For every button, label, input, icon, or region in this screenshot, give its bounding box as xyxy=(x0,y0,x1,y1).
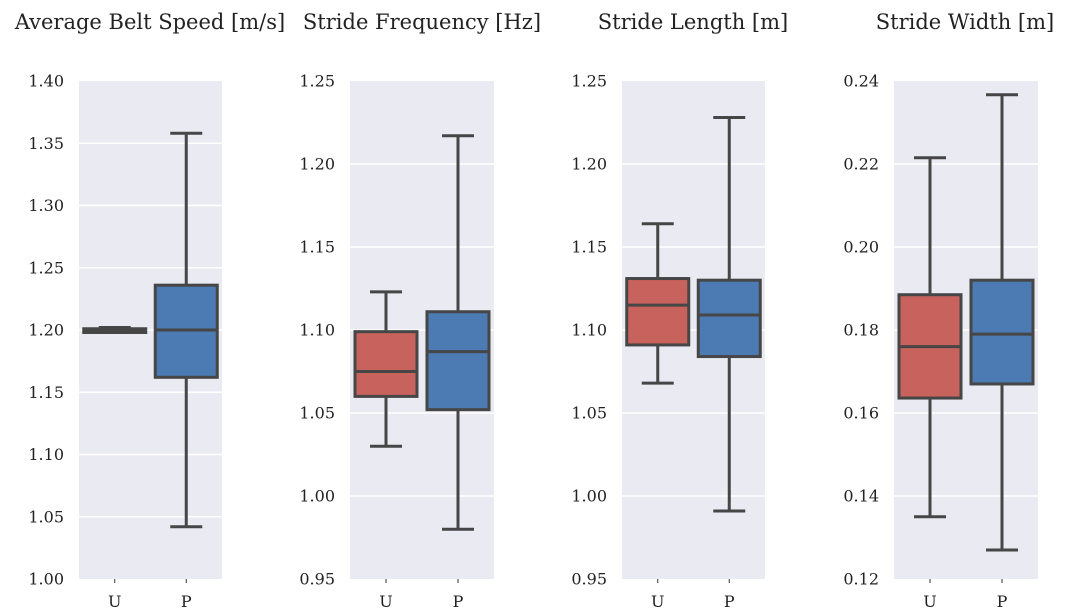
y-tick-label: 0.12 xyxy=(843,570,879,589)
y-tick-label: 0.20 xyxy=(843,238,879,257)
box-p xyxy=(969,278,1035,386)
panel-title: Stride Width [m] xyxy=(876,10,1054,34)
panel-title: Stride Length [m] xyxy=(598,10,788,34)
y-tick-label: 1.00 xyxy=(28,570,64,589)
y-tick-label: 1.25 xyxy=(571,72,607,91)
x-tick-label: U xyxy=(923,592,936,611)
y-tick-label: 0.24 xyxy=(843,72,879,91)
y-tick-label: 1.00 xyxy=(299,487,335,506)
y-tick-label: 1.10 xyxy=(571,321,607,340)
box-u xyxy=(353,330,419,398)
x-tick-label: P xyxy=(997,592,1008,611)
y-tick-label: 1.10 xyxy=(28,445,64,464)
x-tick-label: U xyxy=(379,592,392,611)
y-tick-label: 1.20 xyxy=(571,155,607,174)
y-tick-label: 1.20 xyxy=(299,155,335,174)
panel-stride-length: Stride Length [m] 0.95 1.00 1.05 1.10 1.15 1.… xyxy=(571,10,788,611)
panel-stride-width: Stride Width [m] 0.12 0.14 0.16 0.18 0.20 0.2… xyxy=(843,10,1054,611)
y-tick-label: 0.14 xyxy=(843,487,879,506)
y-tick-label: 1.15 xyxy=(571,238,607,257)
x-tick-label: P xyxy=(181,592,192,611)
panel-average-belt-speed: Average Belt Speed [m/s] 1.00 1.05 1.10 1.1… xyxy=(14,10,285,611)
y-tick-label: 0.95 xyxy=(299,570,335,589)
y-tick-label: 1.15 xyxy=(299,238,335,257)
box-p xyxy=(425,310,491,412)
box-p xyxy=(696,278,762,359)
panel-title: Average Belt Speed [m/s] xyxy=(14,10,285,34)
y-tick-label: 1.10 xyxy=(299,321,335,340)
y-tick-label: 0.95 xyxy=(571,570,607,589)
y-tick-label: 1.15 xyxy=(28,383,64,402)
panel-title: Stride Frequency [Hz] xyxy=(303,10,541,34)
x-tick-label: U xyxy=(651,592,664,611)
y-tick-label: 1.05 xyxy=(571,404,607,423)
panel-stride-frequency: Stride Frequency [Hz] 0.95 1.00 1.05 1.10 1.… xyxy=(299,10,541,611)
y-tick-label: 1.05 xyxy=(28,507,64,526)
box-u xyxy=(625,277,691,347)
y-tick-label: 1.20 xyxy=(28,321,64,340)
y-tick-label: 0.22 xyxy=(843,155,879,174)
y-tick-label: 1.05 xyxy=(299,404,335,423)
x-tick-label: U xyxy=(108,592,121,611)
y-tick-label: 1.00 xyxy=(571,487,607,506)
y-tick-label: 0.16 xyxy=(843,404,879,423)
y-tick-label: 1.25 xyxy=(28,258,64,277)
y-tick-label: 1.40 xyxy=(28,72,64,91)
y-tick-label: 0.18 xyxy=(843,321,879,340)
y-tick-label: 1.30 xyxy=(28,196,64,215)
y-tick-label: 1.25 xyxy=(299,72,335,91)
x-tick-label: P xyxy=(453,592,464,611)
y-tick-label: 1.35 xyxy=(28,134,64,153)
x-tick-label: P xyxy=(724,592,735,611)
